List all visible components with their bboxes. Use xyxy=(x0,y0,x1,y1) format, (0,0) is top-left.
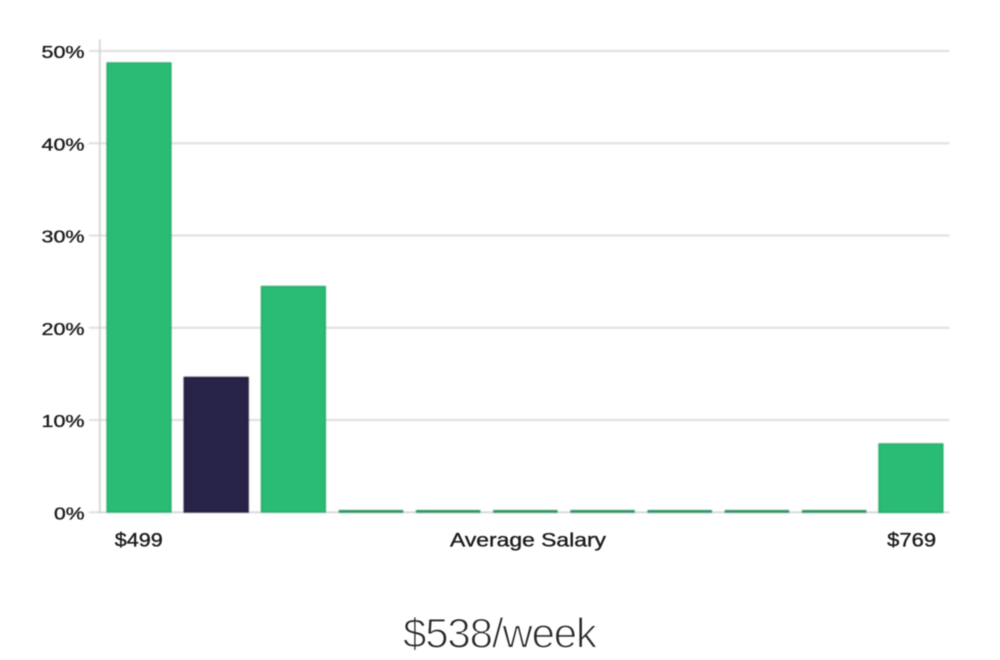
svg-text:Average Salary: Average Salary xyxy=(450,531,607,552)
svg-text:$499: $499 xyxy=(115,531,163,552)
svg-text:40%: 40% xyxy=(42,134,85,154)
svg-text:20%: 20% xyxy=(42,319,85,339)
svg-text:$769: $769 xyxy=(887,531,936,552)
svg-text:50%: 50% xyxy=(42,42,85,62)
svg-text:$538/week: $538/week xyxy=(403,610,598,657)
svg-text:10%: 10% xyxy=(42,411,85,431)
svg-text:0%: 0% xyxy=(54,503,85,523)
svg-text:30%: 30% xyxy=(42,227,85,247)
